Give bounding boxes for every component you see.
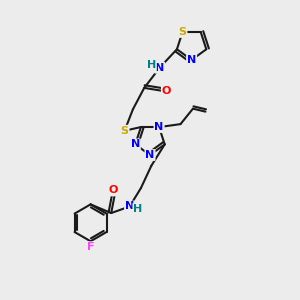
Text: H: H bbox=[133, 204, 142, 214]
Text: O: O bbox=[162, 86, 171, 96]
Text: H: H bbox=[147, 60, 156, 70]
Text: S: S bbox=[121, 126, 129, 136]
Text: S: S bbox=[178, 27, 187, 37]
Text: N: N bbox=[187, 55, 196, 65]
Text: O: O bbox=[109, 185, 118, 195]
Text: N: N bbox=[146, 150, 154, 160]
Text: N: N bbox=[125, 202, 134, 212]
Text: F: F bbox=[87, 242, 94, 252]
Text: N: N bbox=[155, 63, 164, 73]
Text: N: N bbox=[131, 140, 140, 149]
Text: N: N bbox=[154, 122, 164, 132]
